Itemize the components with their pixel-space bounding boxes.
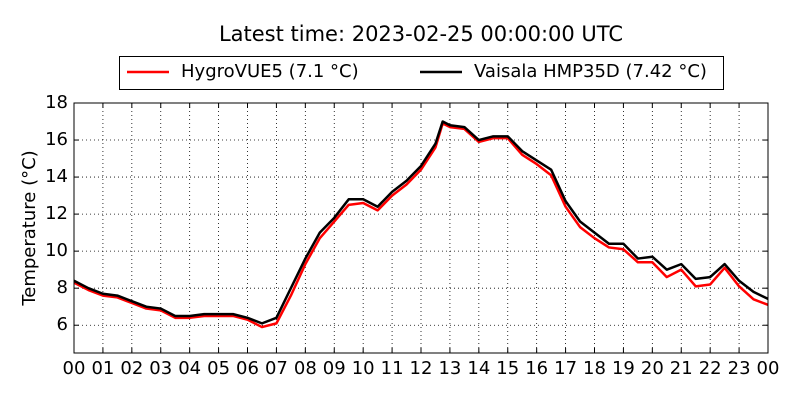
x-tick-label: 10: [352, 358, 375, 379]
x-tick-label: 11: [381, 358, 404, 379]
x-tick-label: 07: [265, 358, 288, 379]
x-tick-label: 22: [699, 358, 722, 379]
axes-frame: [73, 102, 769, 354]
x-tick-label: 09: [323, 358, 346, 379]
x-tick-label: 12: [410, 358, 433, 379]
x-tick-label: 15: [496, 358, 519, 379]
x-tick-label: 17: [554, 358, 577, 379]
x-tick-label: 13: [438, 358, 461, 379]
y-tick-label: 10: [45, 240, 68, 261]
x-tick-label: 08: [294, 358, 317, 379]
x-tick-label: 19: [612, 358, 635, 379]
y-tick-label: 14: [45, 166, 68, 187]
x-tick-label: 00: [757, 358, 780, 379]
y-tick-label: 6: [57, 314, 68, 335]
y-tick-label: 18: [45, 92, 68, 113]
x-tick-label: 03: [149, 358, 172, 379]
x-tick-label: 06: [236, 358, 259, 379]
x-tick-label: 18: [583, 358, 606, 379]
chart-title: Latest time: 2023-02-25 00:00:00 UTC: [219, 22, 623, 46]
x-tick-label: 02: [120, 358, 143, 379]
x-tick-label: 04: [178, 358, 201, 379]
legend-label: Vaisala HMP35D (7.42 °C): [474, 61, 707, 82]
x-tick-label: 05: [207, 358, 230, 379]
y-tick-label: 8: [57, 277, 68, 298]
x-tick-label: 20: [641, 358, 664, 379]
x-tick-label: 01: [91, 358, 114, 379]
legend-label: HygroVUE5 (7.1 °C): [181, 61, 359, 82]
series-line: [73, 120, 769, 325]
series-line: [73, 122, 769, 329]
x-tick-label: 21: [670, 358, 693, 379]
x-tick-label: 00: [63, 358, 86, 379]
x-tick-label: 23: [728, 358, 751, 379]
y-tick-label: 16: [45, 129, 68, 150]
x-tick-label: 14: [467, 358, 490, 379]
x-tick-label: 16: [525, 358, 548, 379]
y-tick-label: 12: [45, 203, 68, 224]
y-axis-label: Temperature (°C): [19, 150, 40, 306]
